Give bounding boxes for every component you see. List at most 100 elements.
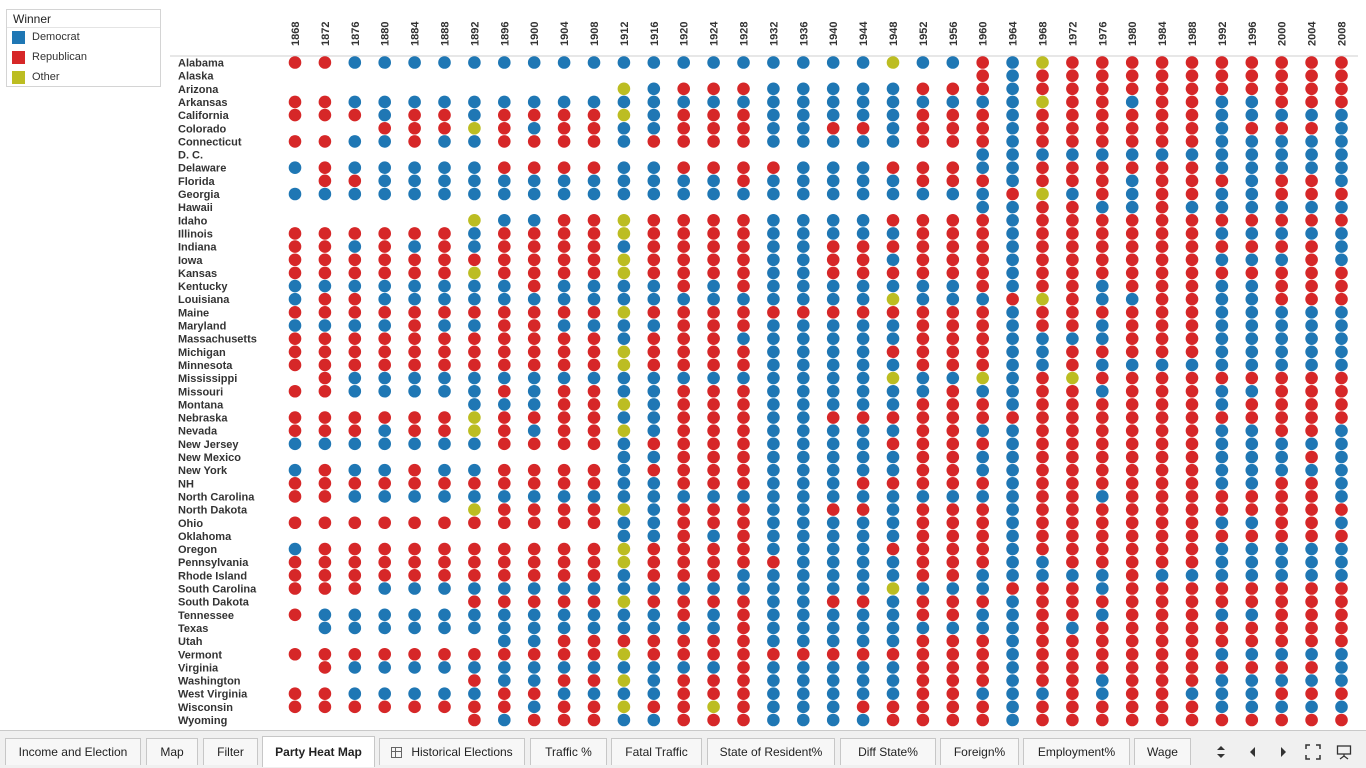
result-mark-democrat[interactable] xyxy=(348,135,362,148)
result-mark-republican[interactable] xyxy=(707,437,720,451)
result-mark-republican[interactable] xyxy=(946,555,960,569)
result-mark-republican[interactable] xyxy=(1125,687,1139,700)
result-mark-republican[interactable] xyxy=(408,411,421,424)
result-mark-democrat[interactable] xyxy=(1335,319,1348,332)
result-mark-republican[interactable] xyxy=(1155,227,1169,240)
result-mark-democrat[interactable] xyxy=(1245,332,1259,345)
result-mark-republican[interactable] xyxy=(1066,200,1079,214)
result-mark-republican[interactable] xyxy=(1125,582,1139,595)
result-mark-republican[interactable] xyxy=(1335,713,1348,727)
result-mark-democrat[interactable] xyxy=(767,569,780,582)
result-mark-republican[interactable] xyxy=(527,713,541,727)
result-mark-democrat[interactable] xyxy=(1155,569,1169,582)
result-mark-republican[interactable] xyxy=(1096,306,1109,319)
result-mark-republican[interactable] xyxy=(677,503,690,516)
result-mark-republican[interactable] xyxy=(408,121,421,135)
result-mark-democrat[interactable] xyxy=(378,95,392,109)
result-mark-republican[interactable] xyxy=(856,700,870,714)
result-mark-republican[interactable] xyxy=(677,266,690,280)
result-mark-republican[interactable] xyxy=(468,713,481,727)
result-mark-democrat[interactable] xyxy=(707,95,720,109)
result-mark-republican[interactable] xyxy=(826,411,840,424)
result-mark-democrat[interactable] xyxy=(767,371,780,385)
result-mark-other[interactable] xyxy=(617,700,631,714)
result-mark-democrat[interactable] xyxy=(1245,227,1259,240)
result-mark-republican[interactable] xyxy=(1096,82,1109,96)
result-mark-democrat[interactable] xyxy=(647,174,661,188)
result-mark-republican[interactable] xyxy=(288,135,302,148)
result-mark-democrat[interactable] xyxy=(1275,542,1288,556)
result-mark-democrat[interactable] xyxy=(826,358,840,372)
result-mark-democrat[interactable] xyxy=(1215,253,1229,267)
result-mark-republican[interactable] xyxy=(557,634,571,648)
result-mark-democrat[interactable] xyxy=(767,595,780,608)
result-mark-republican[interactable] xyxy=(1155,674,1169,687)
result-mark-republican[interactable] xyxy=(976,661,989,674)
result-mark-republican[interactable] xyxy=(707,82,720,96)
result-mark-republican[interactable] xyxy=(438,121,451,135)
result-mark-republican[interactable] xyxy=(856,253,870,267)
result-mark-republican[interactable] xyxy=(916,214,930,227)
result-mark-republican[interactable] xyxy=(1036,634,1049,648)
result-mark-republican[interactable] xyxy=(1155,516,1169,530)
result-mark-republican[interactable] xyxy=(1036,121,1049,135)
result-mark-republican[interactable] xyxy=(1036,595,1049,608)
result-mark-democrat[interactable] xyxy=(1036,345,1049,359)
result-mark-republican[interactable] xyxy=(916,227,930,240)
result-mark-republican[interactable] xyxy=(1036,108,1049,122)
result-mark-republican[interactable] xyxy=(677,477,690,490)
result-mark-democrat[interactable] xyxy=(1066,332,1079,345)
result-mark-republican[interactable] xyxy=(1305,253,1318,267)
result-mark-republican[interactable] xyxy=(438,345,451,359)
result-mark-republican[interactable] xyxy=(737,477,750,490)
result-mark-republican[interactable] xyxy=(826,240,840,253)
tab-filter[interactable]: Filter xyxy=(203,738,258,765)
result-mark-democrat[interactable] xyxy=(707,292,720,306)
result-mark-democrat[interactable] xyxy=(1215,279,1229,293)
result-mark-republican[interactable] xyxy=(468,595,481,608)
result-mark-democrat[interactable] xyxy=(348,608,362,622)
result-mark-democrat[interactable] xyxy=(886,174,900,188)
result-mark-democrat[interactable] xyxy=(318,279,332,293)
result-mark-republican[interactable] xyxy=(587,411,601,424)
result-mark-republican[interactable] xyxy=(1185,187,1199,201)
result-mark-republican[interactable] xyxy=(1245,713,1259,727)
result-mark-republican[interactable] xyxy=(587,398,601,411)
result-mark-republican[interactable] xyxy=(1006,187,1019,201)
result-mark-republican[interactable] xyxy=(707,358,720,372)
result-mark-republican[interactable] xyxy=(1275,516,1288,530)
tab-employment[interactable]: Employment% xyxy=(1023,738,1130,765)
result-mark-democrat[interactable] xyxy=(527,424,541,438)
result-mark-republican[interactable] xyxy=(498,253,511,267)
result-mark-democrat[interactable] xyxy=(797,437,810,451)
result-mark-republican[interactable] xyxy=(288,477,302,490)
result-mark-republican[interactable] xyxy=(1066,542,1079,556)
result-mark-republican[interactable] xyxy=(438,240,451,253)
result-mark-republican[interactable] xyxy=(1245,266,1259,280)
result-mark-democrat[interactable] xyxy=(797,227,810,240)
result-mark-republican[interactable] xyxy=(1305,384,1318,398)
result-mark-republican[interactable] xyxy=(707,384,720,398)
result-mark-republican[interactable] xyxy=(886,700,900,714)
result-mark-democrat[interactable] xyxy=(557,279,571,293)
result-mark-republican[interactable] xyxy=(498,647,511,661)
result-mark-democrat[interactable] xyxy=(976,187,989,201)
result-mark-republican[interactable] xyxy=(916,424,930,438)
result-mark-republican[interactable] xyxy=(557,161,571,174)
result-mark-democrat[interactable] xyxy=(408,187,421,201)
result-mark-democrat[interactable] xyxy=(707,174,720,188)
result-mark-democrat[interactable] xyxy=(1155,148,1169,161)
result-mark-democrat[interactable] xyxy=(378,56,392,69)
result-mark-republican[interactable] xyxy=(557,713,571,727)
result-mark-republican[interactable] xyxy=(557,477,571,490)
result-mark-democrat[interactable] xyxy=(1185,569,1199,582)
result-mark-republican[interactable] xyxy=(1275,634,1288,648)
result-mark-other[interactable] xyxy=(617,214,631,227)
result-mark-republican[interactable] xyxy=(707,503,720,516)
result-mark-democrat[interactable] xyxy=(797,608,810,622)
result-mark-democrat[interactable] xyxy=(677,56,690,69)
result-mark-democrat[interactable] xyxy=(976,200,989,214)
result-mark-republican[interactable] xyxy=(647,555,661,569)
result-mark-republican[interactable] xyxy=(946,647,960,661)
result-mark-other[interactable] xyxy=(468,214,481,227)
